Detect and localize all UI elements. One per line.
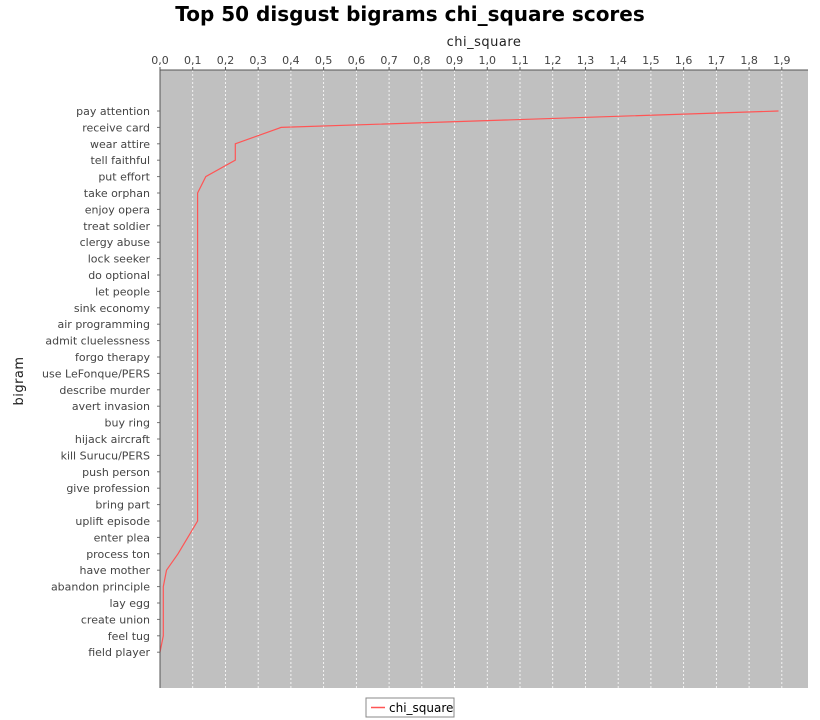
legend: chi_square — [365, 697, 455, 718]
y-tick-label: treat soldier — [83, 220, 150, 233]
x-tick-label: 0,1 — [184, 54, 202, 67]
y-tick-label: hijack aircraft — [75, 433, 151, 446]
y-tick-label: lock seeker — [88, 253, 151, 266]
y-tick-label: give profession — [66, 482, 150, 495]
x-tick-label: 0,8 — [413, 54, 431, 67]
x-tick-label: 1,9 — [773, 54, 791, 67]
y-tick-label: use LeFonque/PERS — [42, 367, 150, 380]
x-tick-label: 0,4 — [282, 54, 300, 67]
y-tick-label: bring part — [95, 499, 150, 512]
y-tick-label: wear attire — [90, 138, 150, 151]
series-line-chi-square — [159, 110, 779, 653]
y-tick-label: describe murder — [59, 384, 150, 397]
y-tick-label: admit cluelessness — [45, 335, 150, 348]
y-tick-label: let people — [95, 285, 150, 298]
y-tick-label: forgo therapy — [75, 351, 150, 364]
y-tick-label: tell faithful — [90, 154, 150, 167]
x-tick-label: 0,7 — [380, 54, 398, 67]
x-tick-label: 1,3 — [577, 54, 595, 67]
y-tick-label: do optional — [88, 269, 150, 282]
y-tick-label: lay egg — [109, 597, 150, 610]
y-tick-label: clergy abuse — [80, 236, 151, 249]
legend-label-chi-square: chi_square — [389, 701, 453, 715]
x-tick-label: 1,8 — [740, 54, 758, 67]
legend-box — [365, 697, 455, 718]
y-tick-label: push person — [82, 466, 150, 479]
x-tick-label: 1,6 — [675, 54, 693, 67]
y-tick-label: abandon principle — [51, 581, 150, 594]
x-tick-label: 0,6 — [348, 54, 366, 67]
gridlines — [192, 70, 783, 688]
y-tick-label: process ton — [86, 548, 150, 561]
y-tick-label: pay attention — [76, 105, 150, 118]
y-tick-label: enter plea — [94, 531, 150, 544]
x-tick-label: 0,0 — [151, 54, 169, 67]
plot-area — [160, 70, 808, 688]
chart-title: Top 50 disgust bigrams chi_square scores — [175, 2, 645, 26]
x-tick-label: 1,1 — [511, 54, 529, 67]
y-tick-label: uplift episode — [75, 515, 150, 528]
x-tick-label: 0,5 — [315, 54, 333, 67]
x-tick-label: 1,5 — [642, 54, 660, 67]
y-tick-label: kill Surucu/PERS — [61, 449, 150, 462]
y-tick-label: buy ring — [105, 417, 151, 430]
y-axis-ticks: pay attention receive card wear attire tell… — [42, 105, 160, 659]
x-tick-label: 1,7 — [708, 54, 726, 67]
y-tick-label: enjoy opera — [85, 203, 150, 216]
x-axis-ticks: 0,0 0,1 0,2 0,3 0,4 0,5 0,6 0,7 0,8 0,9 1,0 1,1 1,2 1… — [151, 54, 791, 70]
x-tick-label: 0,9 — [446, 54, 464, 67]
y-tick-label: avert invasion — [72, 400, 150, 413]
y-tick-label: sink economy — [74, 302, 151, 315]
y-tick-label: have mother — [79, 564, 150, 577]
x-tick-label: 0,3 — [249, 54, 267, 67]
y-tick-label: put effort — [98, 171, 150, 184]
x-axis-label: chi_square — [447, 35, 522, 50]
x-tick-label: 1,2 — [544, 54, 562, 67]
x-tick-label: 0,2 — [217, 54, 235, 67]
y-tick-label: field player — [88, 646, 150, 659]
y-axis-label: bigram — [12, 356, 27, 405]
y-tick-label: receive card — [82, 121, 150, 134]
y-tick-label: take orphan — [84, 187, 150, 200]
y-tick-label: feel tug — [108, 630, 150, 643]
x-tick-label: 1,4 — [609, 54, 627, 67]
y-tick-label: air programming — [58, 318, 151, 331]
x-tick-label: 1,0 — [479, 54, 497, 67]
y-tick-label: create union — [81, 613, 150, 626]
